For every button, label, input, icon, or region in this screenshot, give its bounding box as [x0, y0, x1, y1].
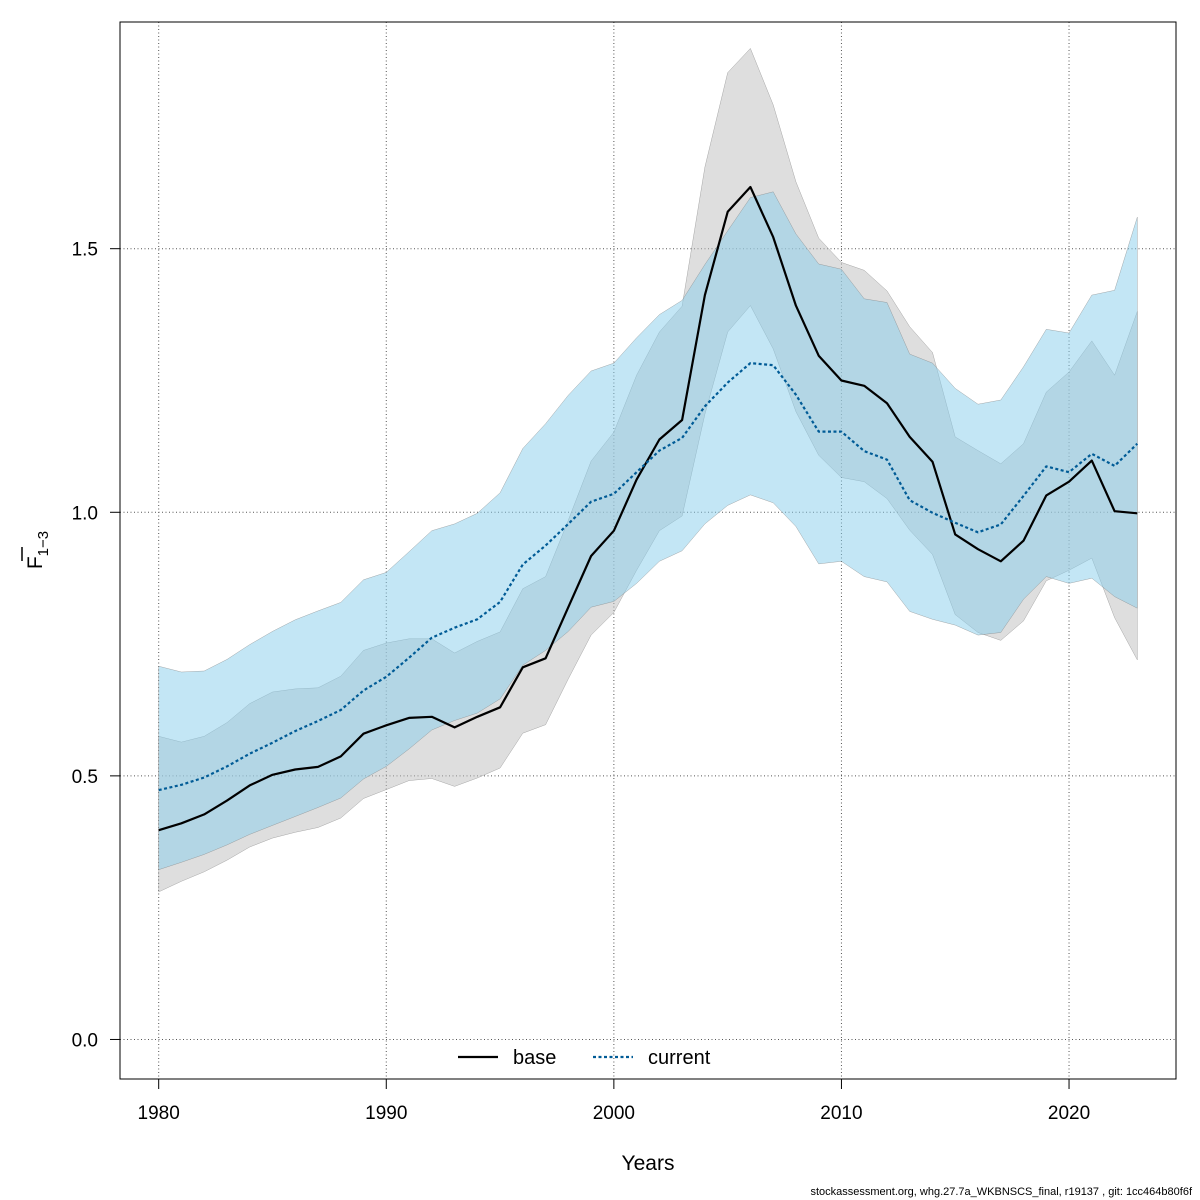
x-axis: 1980 1990 2000 2010 2020 [138, 1079, 1090, 1124]
legend-label: base [513, 1047, 556, 1069]
legend-label: current [648, 1047, 711, 1069]
x-tick-label: 1990 [365, 1103, 407, 1124]
x-axis-title: Years [622, 1152, 675, 1175]
y-axis-title-subscript: 1−3 [35, 531, 52, 556]
plot-frame [119, 21, 1177, 1080]
y-tick-label: 1.5 [72, 240, 98, 261]
y-axis-title-main: F [24, 556, 47, 569]
legend-item-current: current [593, 1047, 711, 1069]
confidence-band-current [158, 191, 1138, 871]
x-tick-label: 2020 [1048, 1103, 1090, 1124]
footer-text: stockassessment.org, whg.27.7a_WKBNSCS_f… [810, 1186, 1192, 1198]
series-lines [158, 185, 1139, 832]
x-tick-label: 1980 [138, 1103, 180, 1124]
svg-text:F1−3: F1−3 [24, 531, 52, 569]
confidence-bands [158, 47, 1138, 893]
y-axis: 0.0 0.5 1.0 1.5 [72, 240, 120, 1051]
legend-item-base: base [458, 1047, 556, 1069]
y-tick-label: 1.0 [72, 503, 98, 524]
x-tick-label: 2000 [593, 1103, 635, 1124]
y-tick-label: 0.5 [72, 767, 98, 788]
x-tick-label: 2010 [820, 1103, 862, 1124]
series-line-base [158, 185, 1138, 832]
y-axis-title: F1−3 [24, 531, 52, 569]
y-tick-label: 0.0 [72, 1030, 98, 1051]
legend: base current [458, 1047, 711, 1069]
series-line-current [158, 362, 1139, 792]
